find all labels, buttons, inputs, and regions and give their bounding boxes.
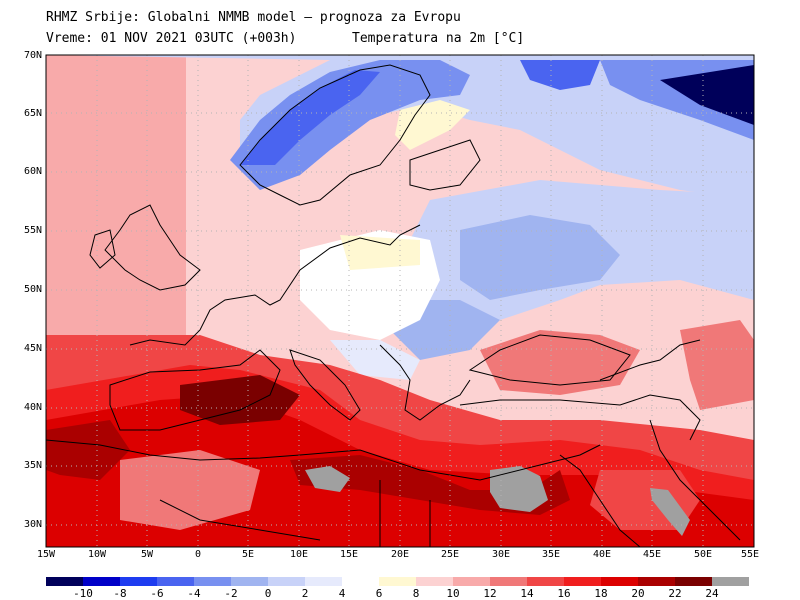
lat-label: 70N <box>23 50 42 61</box>
lat-label: 60N <box>23 166 42 177</box>
color-legend <box>46 577 749 586</box>
field-name: Temperatura na 2m [°C] <box>352 31 525 46</box>
lon-label: 5E <box>241 549 255 560</box>
legend-swatch <box>675 577 712 586</box>
legend-label: 18 <box>594 587 608 600</box>
legend-label: -2 <box>224 587 238 600</box>
legend-swatch <box>157 577 194 586</box>
lon-label: 25E <box>440 549 460 560</box>
lon-label: 15E <box>339 549 359 560</box>
legend-label: 10 <box>446 587 460 600</box>
legend-swatch <box>379 577 416 586</box>
lon-label: 15W <box>36 549 56 560</box>
legend-swatch <box>527 577 564 586</box>
legend-label: 24 <box>705 587 719 600</box>
legend-label: 2 <box>301 587 309 600</box>
lon-label: 30E <box>491 549 511 560</box>
legend-label: 14 <box>520 587 534 600</box>
lon-label: 55E <box>740 549 760 560</box>
temperature-field <box>46 55 754 547</box>
legend-label: 6 <box>375 587 383 600</box>
lon-label: 35E <box>541 549 561 560</box>
legend-label: 8 <box>412 587 420 600</box>
lon-label: 10W <box>87 549 107 560</box>
legend-swatch <box>305 577 342 586</box>
lon-label: 5W <box>140 549 154 560</box>
legend-swatch <box>564 577 601 586</box>
legend-swatch <box>268 577 305 586</box>
lat-label: 65N <box>23 108 42 119</box>
lon-label: 40E <box>592 549 612 560</box>
legend-label: -8 <box>113 587 127 600</box>
legend-label: 0 <box>264 587 272 600</box>
legend-swatch <box>194 577 231 586</box>
legend-label: -4 <box>187 587 201 600</box>
lon-label: 0 <box>194 549 202 560</box>
lon-label: 10E <box>289 549 309 560</box>
legend-swatch <box>490 577 527 586</box>
legend-label: -6 <box>150 587 164 600</box>
legend-label: 20 <box>631 587 645 600</box>
legend-swatch <box>342 577 379 586</box>
lon-label: 20E <box>390 549 410 560</box>
legend-label: 22 <box>668 587 682 600</box>
legend-swatch <box>453 577 490 586</box>
lon-label: 45E <box>642 549 662 560</box>
legend-label: 12 <box>483 587 497 600</box>
lat-label: 40N <box>23 402 42 413</box>
map-frame <box>45 54 755 548</box>
legend-label: 16 <box>557 587 571 600</box>
legend-swatch <box>601 577 638 586</box>
legend-swatch <box>638 577 675 586</box>
legend-swatch <box>231 577 268 586</box>
map-title: RHMZ Srbije: Globalni NMMB model — progn… <box>46 10 461 25</box>
forecast-time: Vreme: 01 NOV 2021 03UTC (+003h) <box>46 31 297 46</box>
legend-swatch <box>83 577 120 586</box>
lat-label: 35N <box>23 460 42 471</box>
legend-swatch <box>416 577 453 586</box>
lat-label: 55N <box>23 225 42 236</box>
legend-label: -10 <box>73 587 93 600</box>
lat-label: 45N <box>23 343 42 354</box>
legend-swatch <box>120 577 157 586</box>
legend-label: 4 <box>338 587 346 600</box>
lat-label: 50N <box>23 284 42 295</box>
legend-swatch <box>46 577 83 586</box>
lon-label: 50E <box>693 549 713 560</box>
lat-label: 30N <box>23 519 42 530</box>
legend-swatch <box>712 577 749 586</box>
